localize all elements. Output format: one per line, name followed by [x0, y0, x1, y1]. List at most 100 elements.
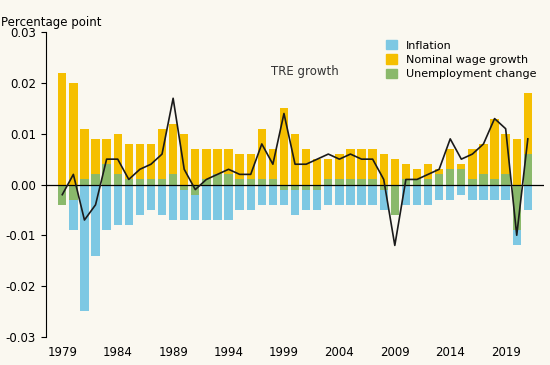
Bar	[125, 185, 133, 225]
Bar	[80, 185, 89, 311]
Bar	[69, 83, 78, 185]
Bar	[379, 185, 388, 210]
Bar	[213, 149, 222, 185]
Bar	[513, 185, 521, 245]
Bar	[468, 180, 476, 185]
Bar	[435, 169, 443, 185]
Bar	[302, 185, 310, 210]
Bar	[502, 185, 510, 200]
Bar	[513, 139, 521, 185]
Bar	[324, 180, 332, 185]
Bar	[191, 149, 200, 185]
Bar	[91, 174, 100, 185]
Bar	[202, 185, 211, 220]
Bar	[413, 169, 421, 185]
Bar	[457, 169, 465, 185]
Bar	[169, 174, 177, 185]
Bar	[479, 144, 488, 185]
Bar	[224, 185, 233, 220]
Bar	[102, 139, 111, 185]
Bar	[147, 185, 155, 210]
Bar	[491, 180, 499, 185]
Bar	[368, 149, 377, 185]
Bar	[80, 180, 89, 185]
Bar	[358, 180, 366, 185]
Bar	[358, 149, 366, 185]
Bar	[91, 185, 100, 256]
Bar	[336, 180, 344, 185]
Legend: Inflation, Nominal wage growth, Unemployment change: Inflation, Nominal wage growth, Unemploy…	[382, 36, 541, 84]
Bar	[513, 185, 521, 230]
Bar	[291, 134, 299, 185]
Bar	[479, 174, 488, 185]
Bar	[158, 180, 166, 185]
Bar	[468, 149, 476, 185]
Bar	[113, 174, 122, 185]
Bar	[257, 129, 266, 185]
Bar	[313, 159, 321, 185]
Bar	[158, 185, 166, 215]
Bar	[180, 185, 188, 189]
Text: Percentage point: Percentage point	[1, 16, 101, 29]
Bar	[313, 185, 321, 210]
Bar	[113, 134, 122, 185]
Bar	[69, 185, 78, 230]
Bar	[346, 185, 355, 205]
Bar	[136, 185, 144, 215]
Bar	[213, 174, 222, 185]
Bar	[457, 185, 465, 195]
Bar	[346, 149, 355, 185]
Bar	[346, 180, 355, 185]
Bar	[246, 185, 255, 210]
Bar	[257, 180, 266, 185]
Bar	[402, 164, 410, 185]
Bar	[113, 185, 122, 225]
Bar	[324, 185, 332, 205]
Bar	[169, 185, 177, 220]
Bar	[180, 185, 188, 220]
Bar	[302, 185, 310, 189]
Bar	[479, 185, 488, 200]
Bar	[147, 144, 155, 185]
Bar	[158, 129, 166, 185]
Bar	[91, 139, 100, 185]
Bar	[224, 174, 233, 185]
Bar	[402, 180, 410, 185]
Bar	[336, 154, 344, 185]
Bar	[291, 185, 299, 215]
Bar	[80, 129, 89, 185]
Bar	[280, 185, 288, 189]
Bar	[69, 185, 78, 200]
Bar	[136, 180, 144, 185]
Bar	[125, 180, 133, 185]
Bar	[291, 185, 299, 189]
Bar	[235, 185, 244, 210]
Bar	[413, 180, 421, 185]
Bar	[379, 154, 388, 185]
Bar	[524, 93, 532, 185]
Bar	[435, 174, 443, 185]
Bar	[324, 159, 332, 185]
Bar	[336, 185, 344, 205]
Bar	[491, 119, 499, 185]
Bar	[379, 185, 388, 189]
Bar	[257, 185, 266, 205]
Bar	[358, 185, 366, 205]
Bar	[446, 149, 454, 185]
Bar	[435, 185, 443, 200]
Bar	[413, 185, 421, 205]
Bar	[502, 174, 510, 185]
Bar	[269, 180, 277, 185]
Bar	[102, 164, 111, 185]
Bar	[368, 185, 377, 205]
Bar	[524, 185, 532, 210]
Text: TRE growth: TRE growth	[271, 65, 338, 78]
Bar	[313, 185, 321, 189]
Bar	[280, 108, 288, 185]
Bar	[424, 164, 432, 185]
Bar	[269, 149, 277, 185]
Bar	[202, 180, 211, 185]
Bar	[235, 154, 244, 185]
Bar	[457, 164, 465, 185]
Bar	[390, 185, 399, 205]
